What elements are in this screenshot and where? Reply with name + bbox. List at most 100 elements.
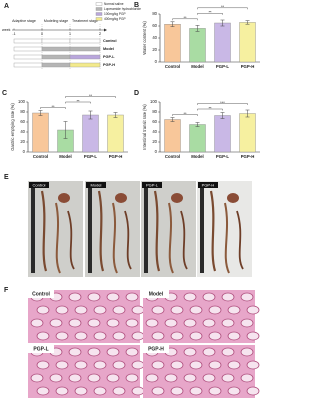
significance-label: ** bbox=[208, 105, 212, 110]
crypt bbox=[55, 386, 69, 396]
error-bar bbox=[38, 110, 43, 116]
bar bbox=[239, 22, 256, 63]
crypt bbox=[36, 305, 50, 315]
crypt bbox=[246, 305, 260, 315]
x-tick-label: Control bbox=[33, 154, 48, 159]
crypt bbox=[36, 386, 50, 396]
crypt bbox=[74, 305, 88, 315]
adaptive-bar bbox=[13, 46, 43, 52]
photo-label: Control bbox=[33, 182, 46, 187]
y-tick-label: 20 bbox=[152, 47, 157, 52]
panel-letter: E bbox=[4, 174, 9, 181]
crypt bbox=[170, 331, 184, 341]
intestine-tract bbox=[112, 202, 118, 274]
crypt bbox=[208, 386, 222, 396]
tissue-texture bbox=[30, 347, 145, 396]
group-bar bbox=[41, 54, 71, 60]
crypt bbox=[68, 347, 82, 357]
group-label: PGP-L bbox=[103, 55, 115, 59]
crypt bbox=[49, 318, 63, 328]
crypt bbox=[183, 292, 197, 302]
crypt bbox=[112, 331, 126, 341]
crypt bbox=[55, 305, 69, 315]
significance-label: ** bbox=[183, 111, 187, 116]
crypt bbox=[131, 386, 145, 396]
x-tick-label: Control bbox=[165, 64, 180, 69]
crypt bbox=[170, 386, 184, 396]
crypt bbox=[151, 331, 165, 341]
histology-label: PGP-H bbox=[148, 347, 164, 353]
intestine-tract bbox=[97, 190, 105, 272]
intestine bbox=[153, 190, 188, 274]
crypt bbox=[208, 360, 222, 370]
crypt bbox=[221, 373, 235, 383]
panel-letter: C bbox=[2, 90, 7, 97]
histology-label: PGP-L bbox=[33, 347, 48, 353]
adaptive-bar bbox=[13, 54, 43, 60]
group-bar bbox=[41, 62, 71, 68]
crypt bbox=[151, 360, 165, 370]
crypt bbox=[240, 347, 254, 357]
significance-bracket bbox=[197, 13, 223, 15]
photo-label-box bbox=[86, 182, 106, 188]
crypt bbox=[240, 318, 254, 328]
crypt bbox=[246, 360, 260, 370]
y-tick-label: 100 bbox=[150, 99, 158, 104]
crypt bbox=[87, 292, 101, 302]
y-tick-label: 40 bbox=[152, 129, 157, 134]
y-tick-label: 0 bbox=[155, 59, 158, 64]
intestine bbox=[40, 190, 75, 274]
x-tick-label: Model bbox=[191, 154, 203, 159]
crypt bbox=[145, 373, 159, 383]
group-label: Control bbox=[103, 39, 117, 43]
crypt bbox=[221, 347, 235, 357]
crypt bbox=[68, 318, 82, 328]
group-bar bbox=[69, 54, 101, 60]
bar bbox=[214, 115, 231, 153]
panel-letter: A bbox=[4, 3, 9, 10]
group-bar bbox=[69, 38, 101, 44]
crypt bbox=[106, 373, 120, 383]
ruler bbox=[144, 187, 148, 273]
crypt bbox=[112, 386, 126, 396]
significance-label: ** bbox=[51, 104, 55, 109]
significance-bracket bbox=[65, 101, 91, 104]
crypt bbox=[202, 373, 216, 383]
stage-label: Modeling stage bbox=[44, 19, 68, 23]
crypt bbox=[246, 386, 260, 396]
x-tick-label: PGP-L bbox=[216, 64, 230, 69]
crypt bbox=[68, 373, 82, 383]
crypt bbox=[125, 347, 139, 357]
crypt bbox=[106, 347, 120, 357]
crypt bbox=[221, 292, 235, 302]
crypt bbox=[183, 373, 197, 383]
group-label: Model bbox=[103, 47, 114, 51]
significance-label: ** bbox=[208, 10, 212, 15]
legend-swatch bbox=[95, 7, 103, 11]
legend-label: 400mg/kg PGP bbox=[104, 17, 126, 21]
crypt bbox=[74, 386, 88, 396]
adaptive-bar bbox=[13, 62, 43, 68]
y-tick-label: 80 bbox=[20, 109, 25, 114]
histology-label-box bbox=[28, 290, 54, 298]
intestine-tract bbox=[67, 210, 75, 270]
x-tick-label: PGP-H bbox=[241, 154, 255, 159]
bar bbox=[239, 113, 256, 153]
significance-label: ** bbox=[183, 15, 187, 20]
crypt bbox=[164, 373, 178, 383]
intestine-tract bbox=[124, 210, 132, 270]
crypt bbox=[227, 331, 241, 341]
error-bar bbox=[195, 25, 200, 32]
error-bar bbox=[195, 122, 200, 127]
ruler bbox=[88, 187, 92, 273]
legend-label: Normal saline bbox=[104, 2, 124, 6]
x-tick-label: Control bbox=[165, 154, 180, 159]
histology-label-box bbox=[143, 345, 169, 353]
y-tick-label: 60 bbox=[152, 23, 157, 28]
bar bbox=[32, 112, 49, 153]
significance-label: ** bbox=[76, 98, 80, 103]
intestine-tract bbox=[209, 190, 217, 272]
stomach bbox=[171, 193, 183, 203]
crypt bbox=[125, 373, 139, 383]
error-bar bbox=[220, 19, 225, 27]
